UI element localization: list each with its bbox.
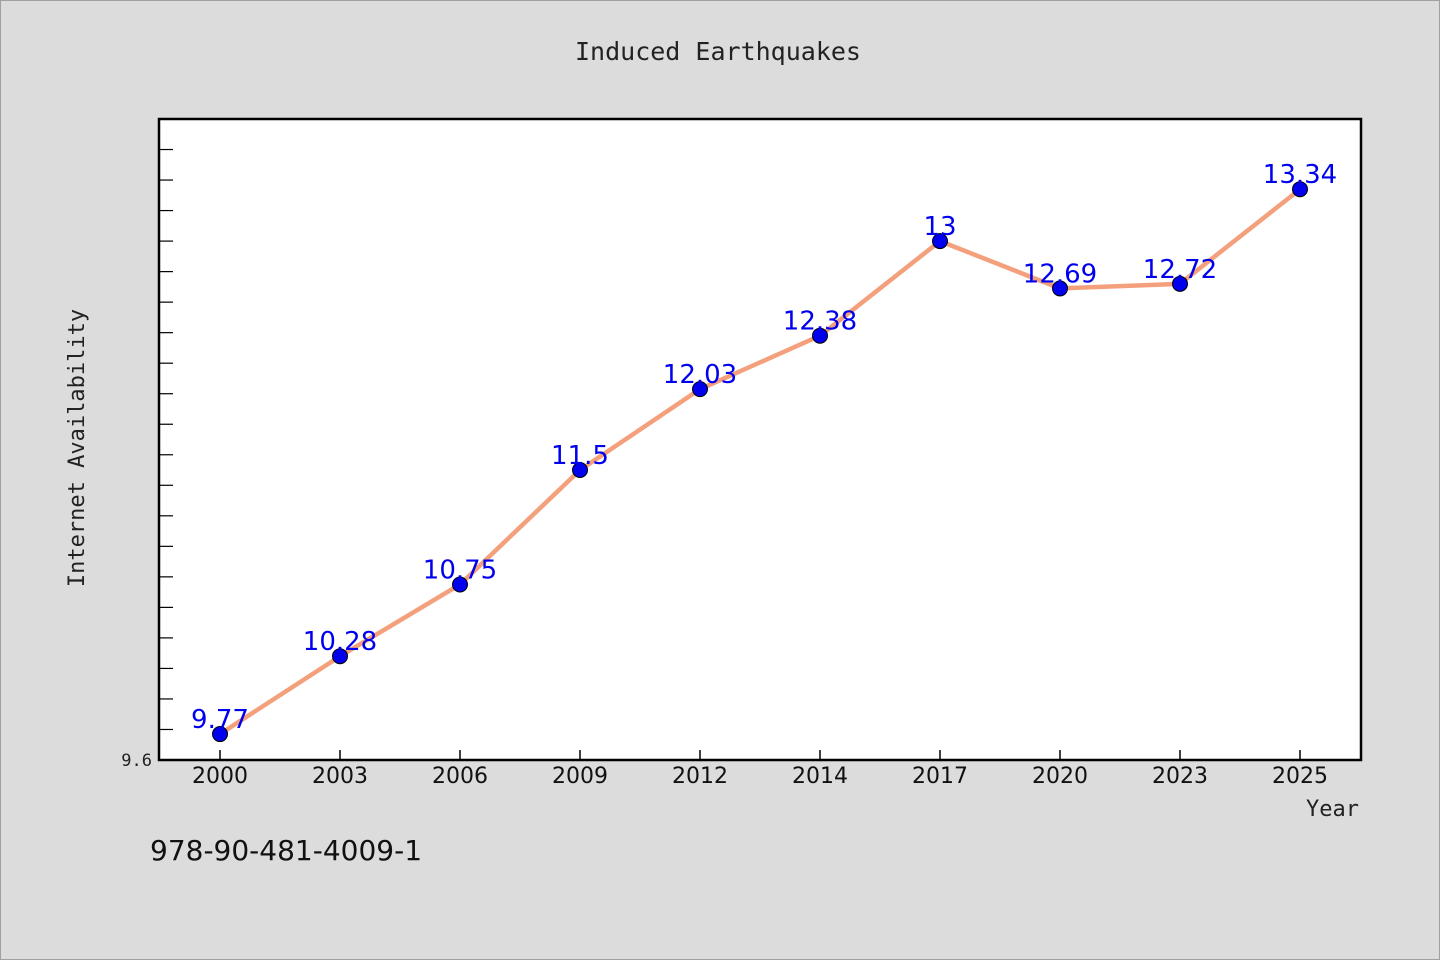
data-point-2017 (932, 233, 948, 250)
data-label-2012: 12.03 (663, 360, 737, 390)
y-axis-label: Internet Availability (65, 309, 90, 587)
data-label-2025: 13.34 (1263, 160, 1337, 190)
data-label-2014: 12.38 (783, 307, 857, 337)
isbn-footer: 978-90-481-4009-1 (150, 834, 423, 867)
data-point-2023 (1172, 275, 1188, 292)
data-point-2006 (452, 576, 468, 593)
data-point-2025 (1292, 181, 1308, 198)
y-minor-ticks (159, 148, 173, 731)
data-label-2023: 12.72 (1143, 255, 1217, 285)
plot-area (157, 117, 1363, 762)
x-tick-label-2003: 2003 (312, 764, 368, 789)
x-tick-label-2000: 2000 (192, 764, 248, 789)
series-group: 9.77 10.28 10.75 11.5 12.03 12.38 13 12.69 12.72… (191, 160, 1337, 743)
x-tick-label-2014: 2014 (792, 764, 848, 789)
data-label-2017: 13 (923, 212, 956, 242)
series-line-0 (218, 187, 1302, 736)
data-point-2020 (1052, 280, 1068, 297)
data-point-2000 (212, 726, 228, 743)
x-tick-label-2009: 2009 (552, 764, 608, 789)
chart-title: Induced Earthquakes (575, 37, 861, 66)
x-ticks: 2000 2003 2006 2009 2012 2014 2017 2020 2023 2025 (192, 750, 1328, 789)
data-point-2009 (572, 462, 588, 479)
x-axis-label: Year (1306, 797, 1359, 822)
x-tick-label-2006: 2006 (432, 764, 488, 789)
x-tick-label-2012: 2012 (672, 764, 728, 789)
x-tick-label-2020: 2020 (1032, 764, 1088, 789)
data-label-2000: 9.77 (191, 705, 249, 735)
data-label-2009: 11.5 (551, 441, 609, 471)
data-point-2014 (812, 327, 828, 344)
x-tick-label-2017: 2017 (912, 764, 968, 789)
y-tick-label-min: 9.6 (121, 751, 152, 771)
x-tick-label-2025: 2025 (1272, 764, 1328, 789)
data-point-2003 (332, 648, 348, 665)
data-label-2006: 10.75 (423, 555, 497, 585)
data-label-2020: 12.69 (1023, 259, 1097, 289)
x-tick-label-2023: 2023 (1152, 764, 1208, 789)
data-point-2012 (692, 381, 708, 398)
data-label-2003: 10.28 (303, 627, 377, 657)
